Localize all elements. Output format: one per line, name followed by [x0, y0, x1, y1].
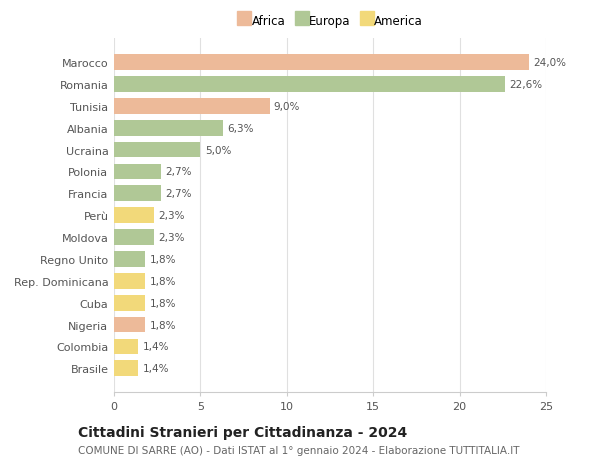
Text: COMUNE DI SARRE (AO) - Dati ISTAT al 1° gennaio 2024 - Elaborazione TUTTITALIA.I: COMUNE DI SARRE (AO) - Dati ISTAT al 1° …	[78, 445, 520, 455]
Text: 22,6%: 22,6%	[509, 80, 542, 90]
Bar	[114, 99, 269, 114]
Bar	[114, 317, 145, 333]
Text: Cittadini Stranieri per Cittadinanza - 2024: Cittadini Stranieri per Cittadinanza - 2…	[78, 425, 407, 439]
Text: 24,0%: 24,0%	[533, 58, 566, 68]
Bar	[114, 121, 223, 136]
Text: 9,0%: 9,0%	[274, 101, 300, 112]
Bar	[114, 55, 529, 71]
Text: 2,3%: 2,3%	[158, 211, 185, 221]
Bar	[114, 295, 145, 311]
Bar	[114, 186, 161, 202]
Text: 1,4%: 1,4%	[143, 341, 169, 352]
Bar	[114, 230, 154, 246]
Legend: Africa, Europa, America: Africa, Europa, America	[235, 13, 425, 31]
Bar	[114, 274, 145, 289]
Bar	[114, 361, 138, 376]
Text: 2,7%: 2,7%	[165, 167, 191, 177]
Bar	[114, 142, 200, 158]
Text: 1,8%: 1,8%	[149, 298, 176, 308]
Text: 6,3%: 6,3%	[227, 123, 254, 134]
Bar	[114, 208, 154, 224]
Text: 1,8%: 1,8%	[149, 276, 176, 286]
Bar	[114, 77, 505, 93]
Text: 1,4%: 1,4%	[143, 364, 169, 374]
Bar	[114, 339, 138, 354]
Text: 1,8%: 1,8%	[149, 320, 176, 330]
Bar	[114, 252, 145, 267]
Text: 2,7%: 2,7%	[165, 189, 191, 199]
Text: 1,8%: 1,8%	[149, 254, 176, 264]
Text: 5,0%: 5,0%	[205, 145, 231, 155]
Text: 2,3%: 2,3%	[158, 233, 185, 242]
Bar	[114, 164, 161, 180]
